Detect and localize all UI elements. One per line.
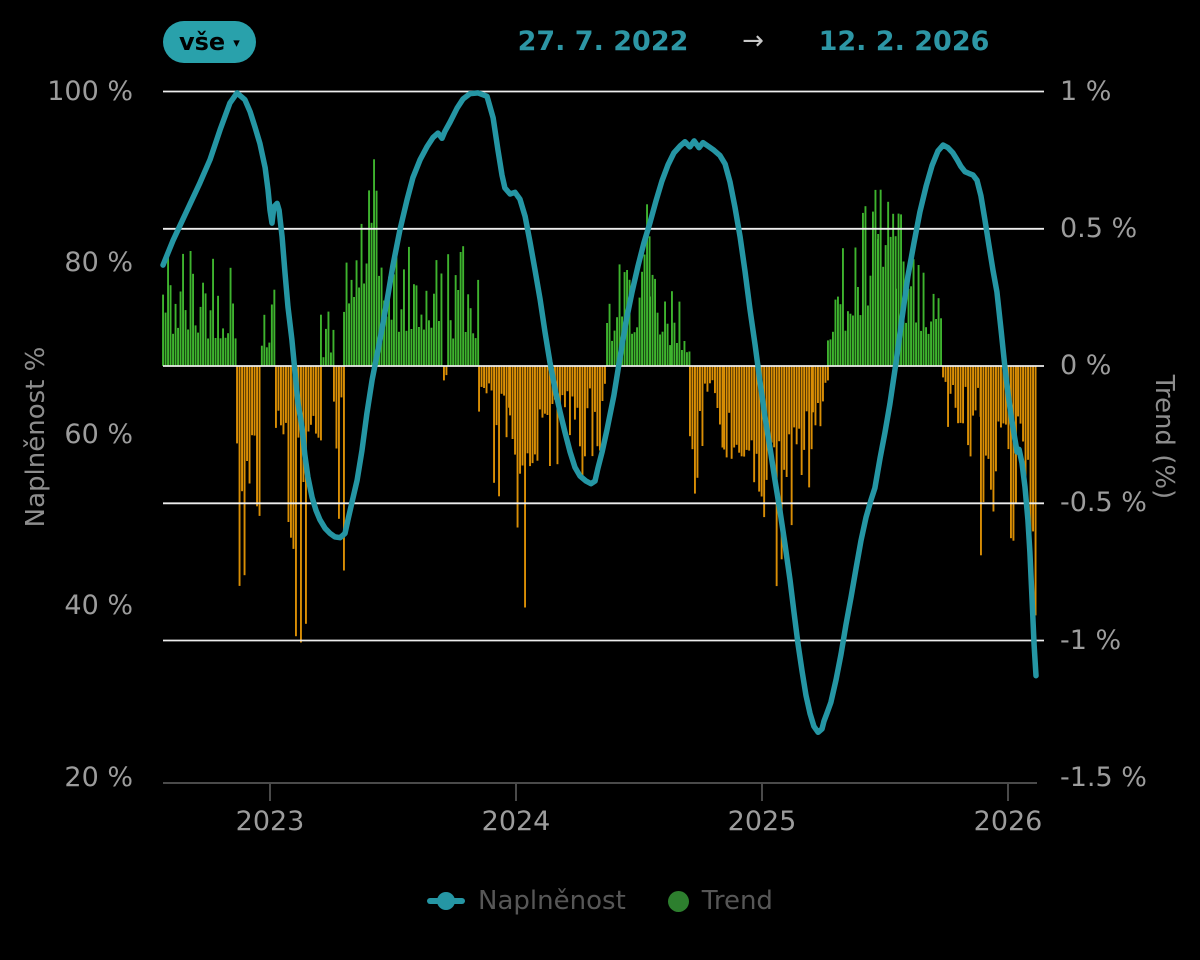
legend-item-naplnenost[interactable]: Naplněnost bbox=[427, 886, 626, 916]
y-right-tick-0: 0 % bbox=[1060, 350, 1112, 381]
date-range-end[interactable]: 12. 2. 2026 bbox=[818, 26, 990, 57]
y-left-tick-80: 80 % bbox=[64, 247, 133, 278]
arrow-right-icon: → bbox=[742, 26, 764, 56]
x-axis-label-2024: 2024 bbox=[481, 806, 551, 837]
y-left-tick-100: 100 % bbox=[47, 76, 133, 107]
y-left-tick-40: 40 % bbox=[64, 590, 133, 621]
legend-label-trend: Trend bbox=[701, 886, 773, 916]
y-right-tick-1: 1 % bbox=[1060, 76, 1112, 107]
y-right-tick-05: 0.5 % bbox=[1060, 213, 1138, 244]
chevron-down-icon: ▾ bbox=[233, 35, 240, 51]
y-axis-left-title: Naplněnost % bbox=[21, 346, 51, 528]
y-right-tick-neg1: -1 % bbox=[1060, 625, 1122, 656]
x-axis-label-2023: 2023 bbox=[235, 806, 305, 837]
filter-dropdown-label: vše bbox=[179, 28, 226, 56]
y-axis-right-title: Trend (%) bbox=[1149, 374, 1179, 500]
y-left-tick-60: 60 % bbox=[64, 419, 133, 450]
legend: Naplněnost Trend bbox=[0, 884, 1200, 918]
y-right-tick-neg15: -1.5 % bbox=[1060, 762, 1147, 793]
legend-label-naplnenost: Naplněnost bbox=[478, 886, 626, 916]
y-left-tick-20: 20 % bbox=[64, 762, 133, 793]
dot-marker-icon bbox=[667, 890, 689, 912]
x-axis-label-2026: 2026 bbox=[973, 806, 1043, 837]
legend-item-trend[interactable]: Trend bbox=[667, 886, 773, 916]
x-axis-label-2025: 2025 bbox=[727, 806, 797, 837]
line-dot-marker-icon bbox=[427, 891, 466, 911]
date-range-start[interactable]: 27. 7. 2022 bbox=[517, 26, 689, 57]
filter-dropdown[interactable]: vše ▾ bbox=[163, 21, 256, 63]
y-right-tick-neg05: -0.5 % bbox=[1060, 487, 1147, 518]
